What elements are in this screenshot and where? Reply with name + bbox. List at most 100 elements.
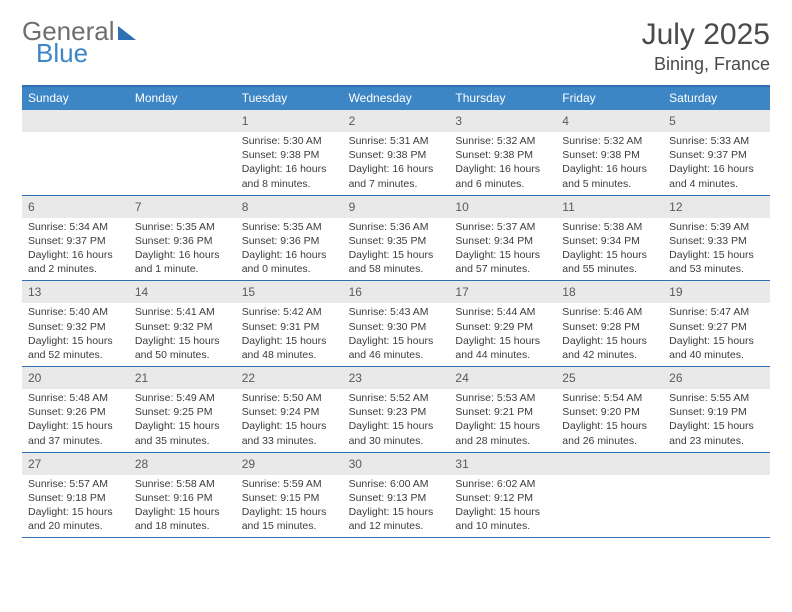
calendar-cell: 9Sunrise: 5:36 AMSunset: 9:35 PMDaylight… [343,196,450,281]
day-detail: Sunrise: 5:32 AMSunset: 9:38 PMDaylight:… [556,132,663,195]
day-number [28,114,31,128]
calendar-week: 6Sunrise: 5:34 AMSunset: 9:37 PMDaylight… [22,195,770,281]
calendar-cell: 29 Sunrise: 5:59 AMSunset: 9:15 PMDayligh… [236,453,343,538]
calendar-cell: 16Sunrise: 5:43 AMSunset: 9:30 PMDayligh… [343,281,450,366]
day-detail: Sunrise: 5:30 AMSunset: 9:38 PMDaylight:… [236,132,343,195]
location: Bining, France [642,54,770,75]
day-number: 1 [242,114,249,128]
calendar-cell: 24 Sunrise: 5:53 AMSunset: 9:21 PMDayligh… [449,367,556,452]
title-block: July 2025 Bining, France [642,18,770,75]
day-detail: Sunrise: 5:37 AMSunset: 9:34 PMDaylight:… [449,218,556,281]
calendar-cell: 28Sunrise: 5:58 AMSunset: 9:16 PMDayligh… [129,453,236,538]
day-number: 3 [455,114,462,128]
day-number-row: 29 [236,453,343,475]
calendar-bottom-rule [22,537,770,538]
day-number-row: 30 [343,453,450,475]
calendar-cell: 1 Sunrise: 5:30 AMSunset: 9:38 PMDaylight… [236,110,343,195]
calendar-cell: 21Sunrise: 5:49 AMSunset: 9:25 PMDayligh… [129,367,236,452]
calendar-cell: 15 Sunrise: 5:42 AMSunset: 9:31 PMDayligh… [236,281,343,366]
day-number-row: 8 [236,196,343,218]
day-detail: Sunrise: 5:31 AMSunset: 9:38 PMDaylight:… [343,132,450,195]
day-number-row [129,110,236,132]
day-of-week-label: Monday [129,87,236,110]
header: General Blue July 2025 Bining, France [22,18,770,75]
day-number: 2 [349,114,356,128]
day-number: 31 [455,457,468,471]
day-of-week-label: Saturday [663,87,770,110]
day-detail: Sunrise: 5:46 AMSunset: 9:28 PMDaylight:… [556,303,663,366]
day-number-row: 20 [22,367,129,389]
calendar-cell: 8 Sunrise: 5:35 AMSunset: 9:36 PMDaylight… [236,196,343,281]
day-number-row: 15 [236,281,343,303]
day-number-row: 5 [663,110,770,132]
calendar-cell: 19 Sunrise: 5:47 AMSunset: 9:27 PMDayligh… [663,281,770,366]
logo: General Blue [22,18,136,66]
day-number [669,457,672,471]
day-detail: Sunrise: 5:53 AMSunset: 9:21 PMDaylight:… [449,389,556,452]
day-number: 25 [562,371,575,385]
day-number: 19 [669,285,682,299]
calendar-cell [22,110,129,195]
day-number: 23 [349,371,362,385]
day-number [135,114,138,128]
day-detail: Sunrise: 5:50 AMSunset: 9:24 PMDaylight:… [236,389,343,452]
day-detail: Sunrise: 5:57 AMSunset: 9:18 PMDaylight:… [22,475,129,538]
day-number: 24 [455,371,468,385]
day-detail: Sunrise: 5:39 AMSunset: 9:33 PMDaylight:… [663,218,770,281]
day-detail: Sunrise: 6:02 AMSunset: 9:12 PMDaylight:… [449,475,556,538]
calendar-cell: 2 Sunrise: 5:31 AMSunset: 9:38 PMDaylight… [343,110,450,195]
day-number-row: 9 [343,196,450,218]
day-number: 16 [349,285,362,299]
day-detail: Sunrise: 5:54 AMSunset: 9:20 PMDaylight:… [556,389,663,452]
day-number: 8 [242,200,249,214]
calendar-cell: 5Sunrise: 5:33 AMSunset: 9:37 PMDaylight… [663,110,770,195]
day-number-row: 28 [129,453,236,475]
calendar-cell: 14Sunrise: 5:41 AMSunset: 9:32 PMDayligh… [129,281,236,366]
month-title: July 2025 [642,18,770,52]
day-number-row: 14 [129,281,236,303]
day-number-row: 16 [343,281,450,303]
calendar-cell: 11Sunrise: 5:38 AMSunset: 9:34 PMDayligh… [556,196,663,281]
day-number: 13 [28,285,41,299]
day-detail: Sunrise: 5:44 AMSunset: 9:29 PMDaylight:… [449,303,556,366]
calendar-cell: 27 Sunrise: 5:57 AMSunset: 9:18 PMDayligh… [22,453,129,538]
calendar-cell [129,110,236,195]
day-number: 30 [349,457,362,471]
day-detail: Sunrise: 5:36 AMSunset: 9:35 PMDaylight:… [343,218,450,281]
calendar-cell: 30 Sunrise: 6:00 AMSunset: 9:13 PMDayligh… [343,453,450,538]
day-detail: Sunrise: 5:59 AMSunset: 9:15 PMDaylight:… [236,475,343,538]
day-number: 17 [455,285,468,299]
day-number: 22 [242,371,255,385]
day-number: 29 [242,457,255,471]
calendar-cell: 13Sunrise: 5:40 AMSunset: 9:32 PMDayligh… [22,281,129,366]
calendar-cell: 22 Sunrise: 5:50 AMSunset: 9:24 PMDayligh… [236,367,343,452]
day-of-week-label: Tuesday [236,87,343,110]
day-number-row: 2 [343,110,450,132]
day-number: 7 [135,200,142,214]
day-number-row: 27 [22,453,129,475]
day-number: 4 [562,114,569,128]
calendar-cell: 17 Sunrise: 5:44 AMSunset: 9:29 PMDayligh… [449,281,556,366]
day-number: 15 [242,285,255,299]
day-number-row [663,453,770,475]
day-number-row: 3 [449,110,556,132]
day-number [562,457,565,471]
calendar-cell: 23Sunrise: 5:52 AMSunset: 9:23 PMDayligh… [343,367,450,452]
logo-triangle-icon [118,26,136,40]
day-number: 20 [28,371,41,385]
calendar-week: 27 Sunrise: 5:57 AMSunset: 9:18 PMDayligh… [22,452,770,538]
day-number: 27 [28,457,41,471]
calendar-cell: 25 Sunrise: 5:54 AMSunset: 9:20 PMDayligh… [556,367,663,452]
calendar-cell [556,453,663,538]
day-detail: Sunrise: 5:55 AMSunset: 9:19 PMDaylight:… [663,389,770,452]
calendar-cell: 18Sunrise: 5:46 AMSunset: 9:28 PMDayligh… [556,281,663,366]
day-detail: Sunrise: 5:42 AMSunset: 9:31 PMDaylight:… [236,303,343,366]
calendar-cell: 3Sunrise: 5:32 AMSunset: 9:38 PMDaylight… [449,110,556,195]
day-number-row: 4 [556,110,663,132]
day-number-row: 6 [22,196,129,218]
day-detail: Sunrise: 5:35 AMSunset: 9:36 PMDaylight:… [236,218,343,281]
day-number-row: 10 [449,196,556,218]
day-detail: Sunrise: 5:47 AMSunset: 9:27 PMDaylight:… [663,303,770,366]
day-detail: Sunrise: 6:00 AMSunset: 9:13 PMDaylight:… [343,475,450,538]
calendar-cell: 10Sunrise: 5:37 AMSunset: 9:34 PMDayligh… [449,196,556,281]
